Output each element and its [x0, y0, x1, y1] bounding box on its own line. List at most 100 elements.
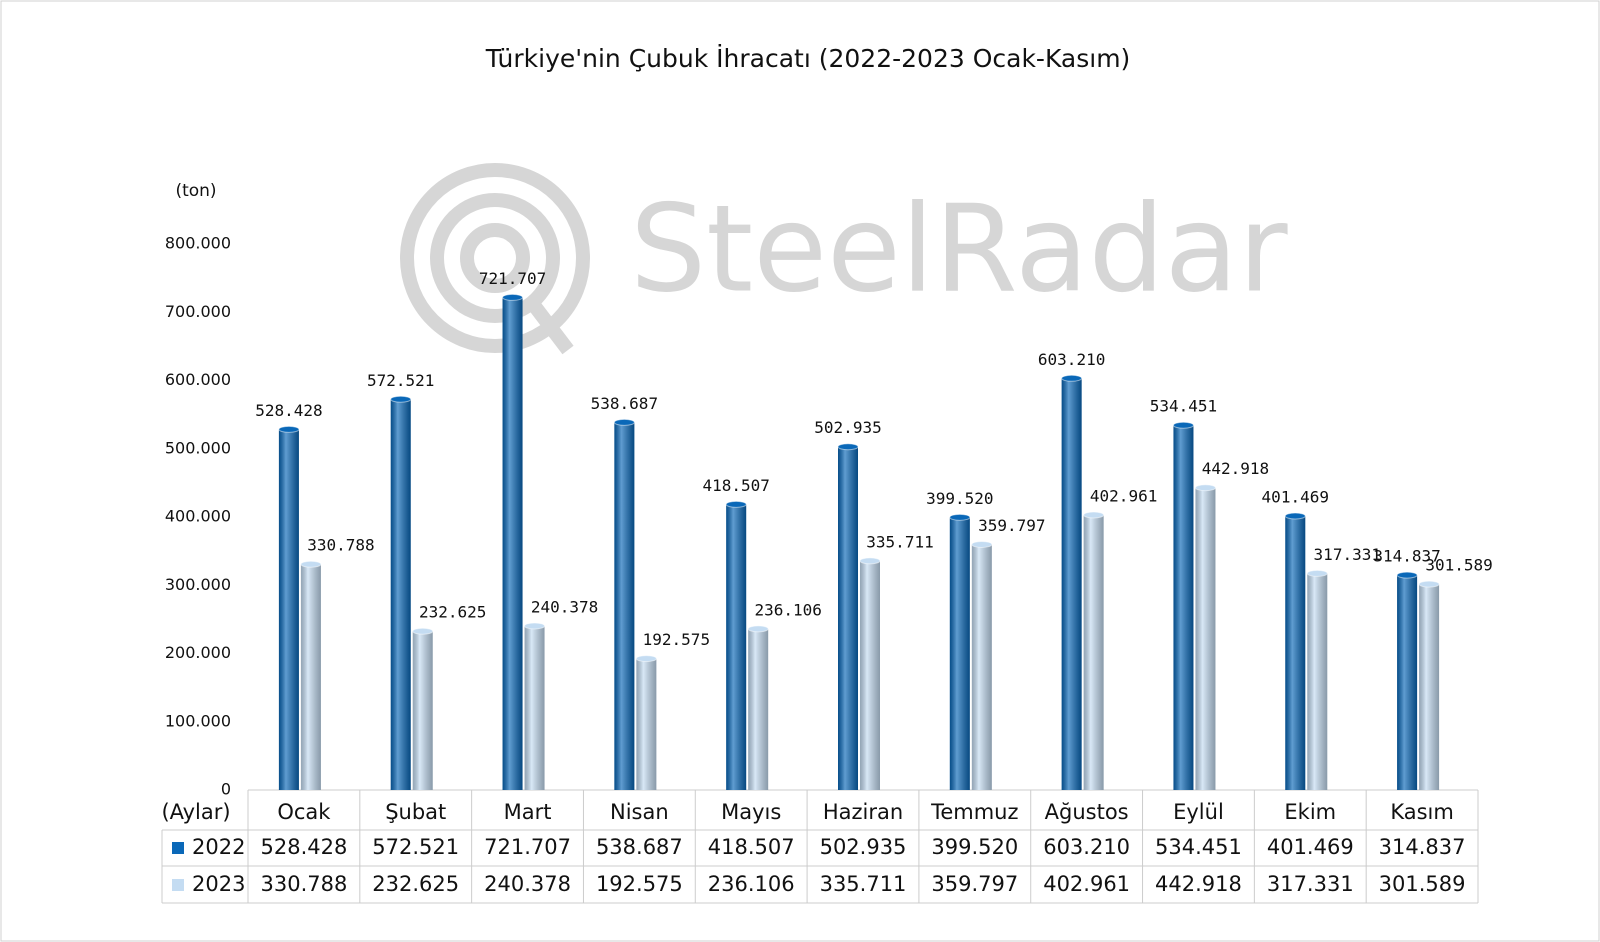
bar-shine: [971, 544, 992, 790]
data-label: 603.210: [1038, 350, 1105, 369]
bar-cap: [725, 500, 747, 508]
x-tick-label: Ocak: [277, 800, 331, 824]
watermark: SteelRadar: [630, 181, 1288, 320]
bar-cap: [613, 418, 635, 426]
bar-shine: [1195, 487, 1216, 790]
bar-cap: [1306, 569, 1328, 577]
bar-cap: [278, 425, 300, 433]
table-cell: 603.210: [1043, 835, 1130, 859]
data-label: 359.797: [978, 516, 1045, 535]
x-tick-label: Mart: [504, 800, 552, 824]
data-label: 418.507: [702, 476, 769, 495]
data-label: 534.451: [1150, 397, 1217, 416]
x-tick-label: Eylül: [1173, 800, 1224, 824]
bar-cap: [971, 540, 993, 548]
data-label: 502.935: [814, 418, 881, 437]
x-tick-label: Temmuz: [930, 800, 1018, 824]
y-tick-label: 400.000: [165, 507, 231, 526]
bar-shine: [1061, 378, 1082, 790]
data-label: 335.711: [866, 532, 933, 551]
bar-cap: [502, 293, 524, 301]
bar-shine: [860, 560, 880, 790]
bar-cap: [1061, 374, 1083, 382]
bar-cap: [1284, 512, 1306, 520]
legend-label: 2022: [192, 835, 245, 859]
bar-shine: [1285, 515, 1306, 790]
x-tick-label: Ağustos: [1045, 800, 1129, 824]
bar-shine: [390, 399, 411, 790]
y-tick-label: 0: [221, 780, 231, 799]
data-label: 240.378: [531, 597, 598, 616]
bar-cap: [1172, 421, 1194, 429]
y-axis-label: (ton): [175, 181, 216, 201]
bar-shine: [1307, 573, 1328, 790]
data-label: 232.625: [419, 603, 486, 622]
bar-shine: [1083, 514, 1104, 790]
data-label: 721.707: [479, 269, 546, 288]
table-cell: 236.106: [708, 872, 795, 896]
table-cell: 192.575: [596, 872, 683, 896]
data-label: 538.687: [591, 394, 658, 413]
bar-shine: [502, 297, 523, 790]
table-cell: 301.589: [1379, 872, 1466, 896]
bar-cap: [390, 395, 412, 403]
bar-shine: [524, 625, 545, 790]
y-tick-label: 200.000: [165, 643, 231, 662]
chart-title: Türkiye'nin Çubuk İhracatı (2022-2023 Oc…: [485, 44, 1131, 73]
bar-shine: [300, 564, 321, 790]
table-cell: 314.837: [1379, 835, 1466, 859]
bar-cap: [859, 557, 881, 565]
data-label: 442.918: [1202, 459, 1269, 478]
table-cell: 534.451: [1155, 835, 1242, 859]
watermark-logo: [400, 163, 590, 355]
bar-cap: [837, 443, 859, 451]
table-cell: 317.331: [1267, 872, 1354, 896]
x-axis-label: (Aylar): [161, 800, 230, 824]
table-cell: 442.918: [1155, 872, 1242, 896]
table-cell: 359.797: [931, 872, 1018, 896]
bar-shine: [726, 504, 747, 790]
bar-shine: [838, 446, 858, 790]
bar-shine: [636, 658, 657, 790]
bar-shine: [614, 422, 635, 790]
x-tick-label: Şubat: [385, 800, 446, 824]
x-tick-label: Ekim: [1284, 800, 1336, 824]
bar-shine: [748, 628, 769, 790]
y-tick-label: 300.000: [165, 575, 231, 594]
bar-cap: [524, 622, 546, 630]
x-tick-label: Haziran: [823, 800, 903, 824]
data-label: 317.331: [1314, 545, 1381, 564]
bar-shine: [1419, 584, 1440, 790]
y-tick-label: 800.000: [165, 234, 231, 253]
x-tick-label: Kasım: [1390, 800, 1454, 824]
x-tick-label: Nisan: [610, 800, 669, 824]
y-tick-label: 500.000: [165, 438, 231, 457]
x-tick-label: Mayıs: [721, 800, 781, 824]
data-label: 301.589: [1425, 556, 1492, 575]
table-cell: 721.707: [484, 835, 571, 859]
table-cell: 330.788: [260, 872, 347, 896]
y-tick-label: 600.000: [165, 370, 231, 389]
data-label: 402.961: [1090, 486, 1157, 505]
bar-shine: [412, 631, 433, 790]
bar-cap: [1083, 511, 1105, 519]
legend-label: 2023: [192, 872, 245, 896]
y-tick-label: 700.000: [165, 302, 231, 321]
bar-cap: [1418, 580, 1440, 588]
data-label: 401.469: [1262, 487, 1329, 506]
legend-swatch: [172, 842, 184, 854]
bar-shine: [278, 429, 299, 790]
table-cell: 240.378: [484, 872, 571, 896]
legend-swatch: [172, 879, 184, 891]
bar-cap: [300, 560, 322, 568]
table-cell: 528.428: [260, 835, 347, 859]
bar-cap: [747, 625, 769, 633]
data-label: 399.520: [926, 489, 993, 508]
table-cell: 538.687: [596, 835, 683, 859]
bar-cap: [1194, 484, 1216, 492]
table-cell: 399.520: [931, 835, 1018, 859]
bar-cap: [949, 513, 971, 521]
data-label: 528.428: [255, 401, 322, 420]
